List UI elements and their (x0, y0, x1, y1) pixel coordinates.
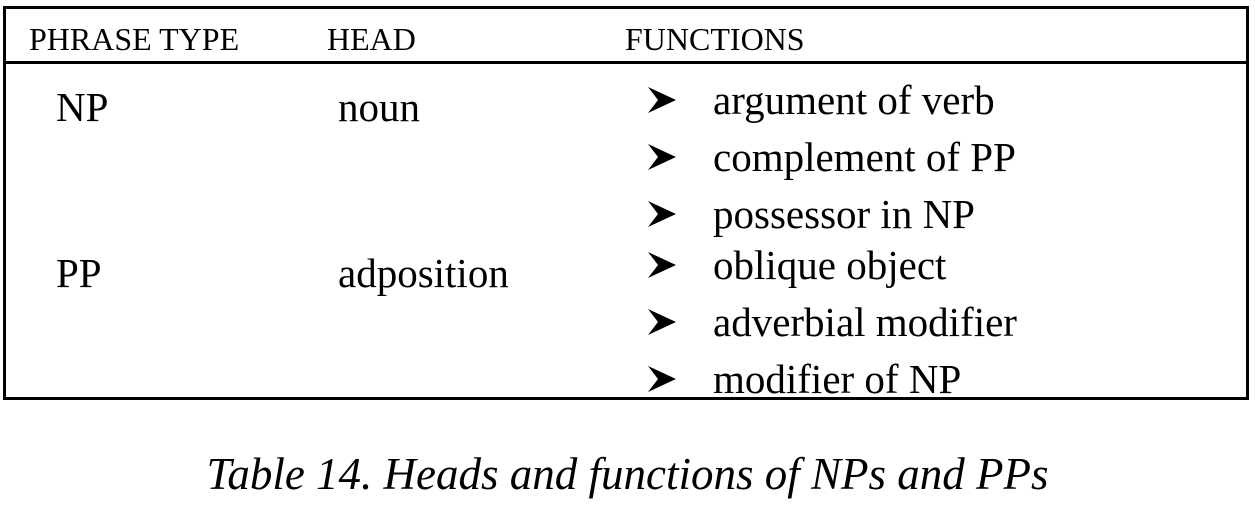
arrowhead-bullet-icon (647, 85, 713, 115)
table-caption: Table 14. Heads and functions of NPs and… (0, 448, 1255, 500)
function-label: possessor in NP (713, 191, 975, 237)
function-label: modifier of NP (713, 356, 961, 402)
header-phrase-type: PHRASE TYPE (29, 21, 239, 57)
function-label: oblique object (713, 242, 946, 288)
arrowhead-bullet-icon (647, 364, 713, 394)
row-np-functions: argument of verb complement of PP posses… (647, 71, 1016, 242)
row-np-head: noun (338, 84, 420, 130)
header-divider (6, 61, 1246, 64)
list-item: complement of PP (647, 128, 1016, 185)
function-label: complement of PP (713, 134, 1016, 180)
function-label: argument of verb (713, 77, 995, 123)
arrowhead-bullet-icon (647, 142, 713, 172)
list-item: modifier of NP (647, 350, 1017, 407)
function-label: adverbial modifier (713, 299, 1017, 345)
list-item: argument of verb (647, 71, 1016, 128)
row-pp-head: adposition (338, 250, 509, 296)
header-functions: FUNCTIONS (625, 21, 805, 57)
row-pp-functions: oblique object adverbial modifier modifi… (647, 236, 1017, 407)
list-item: possessor in NP (647, 185, 1016, 242)
arrowhead-bullet-icon (647, 250, 713, 280)
row-np-phrase-type: NP (56, 84, 108, 130)
list-item: oblique object (647, 236, 1017, 293)
phrase-table: PHRASE TYPE HEAD FUNCTIONS NP noun argum… (3, 6, 1249, 400)
row-pp-phrase-type: PP (56, 250, 102, 296)
arrowhead-bullet-icon (647, 307, 713, 337)
header-head: HEAD (327, 21, 416, 57)
list-item: adverbial modifier (647, 293, 1017, 350)
arrowhead-bullet-icon (647, 199, 713, 229)
